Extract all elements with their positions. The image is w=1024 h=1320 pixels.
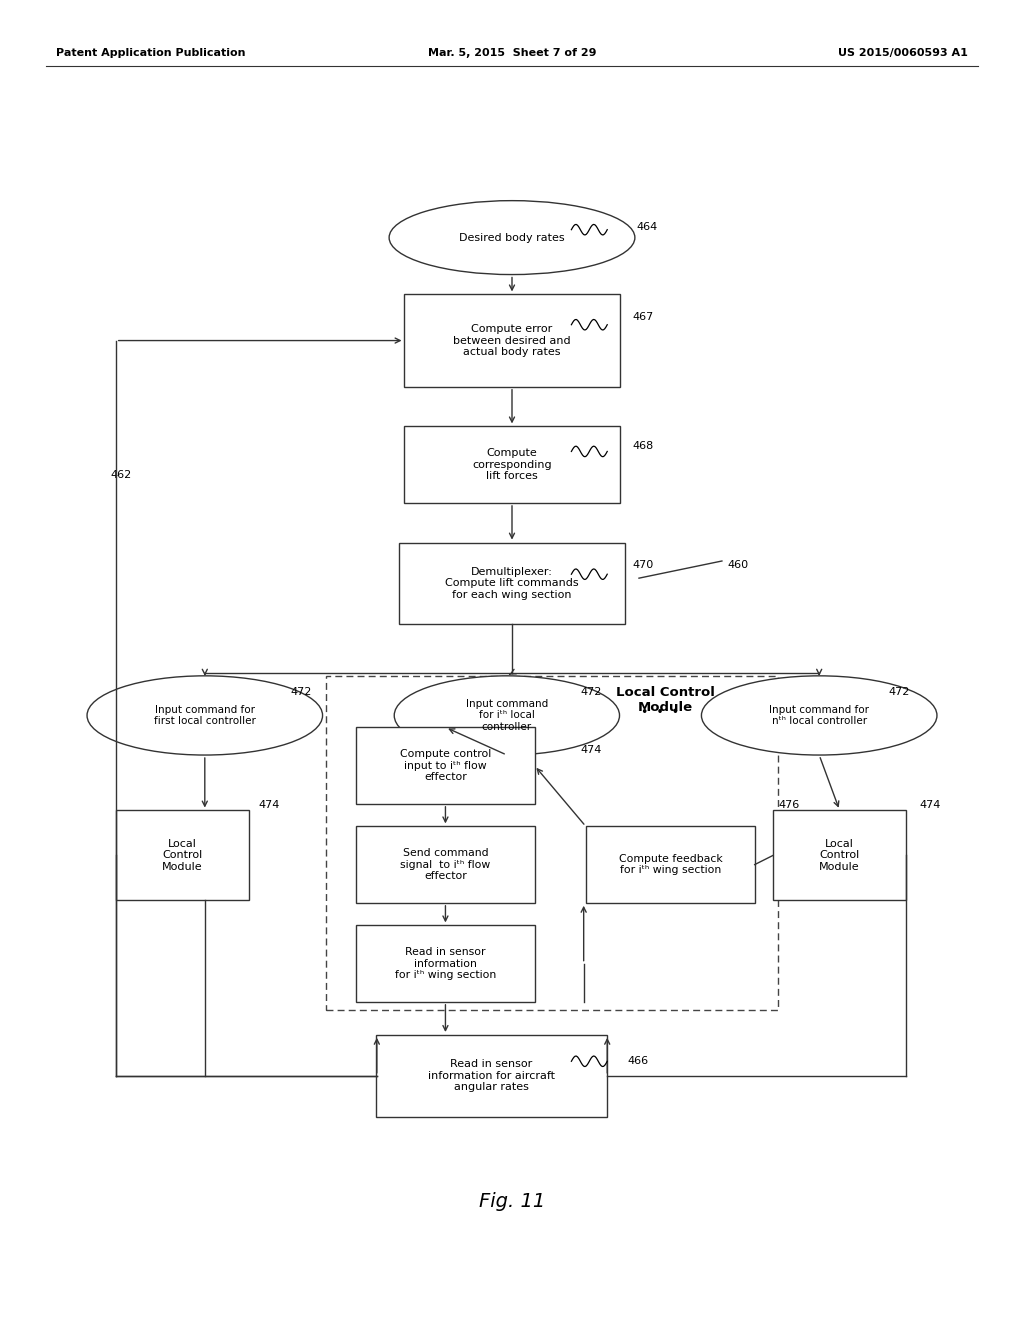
Text: 476: 476 — [778, 800, 800, 810]
FancyBboxPatch shape — [356, 925, 535, 1002]
Text: 472: 472 — [291, 686, 312, 697]
Text: Local
Control
Module: Local Control Module — [819, 838, 860, 873]
Ellipse shape — [87, 676, 323, 755]
Text: Demultiplexer:
Compute lift commands
for each wing section: Demultiplexer: Compute lift commands for… — [445, 566, 579, 601]
Text: Send command
signal  to iᵗʰ flow
effector: Send command signal to iᵗʰ flow effector — [400, 847, 490, 882]
Text: 466: 466 — [628, 1056, 649, 1067]
Text: 467: 467 — [633, 312, 654, 322]
Text: Local Control
Module: Local Control Module — [616, 685, 715, 714]
FancyBboxPatch shape — [356, 826, 535, 903]
Text: 470: 470 — [633, 560, 654, 570]
FancyBboxPatch shape — [586, 826, 756, 903]
Text: Mar. 5, 2015  Sheet 7 of 29: Mar. 5, 2015 Sheet 7 of 29 — [428, 48, 596, 58]
Ellipse shape — [389, 201, 635, 275]
Text: 472: 472 — [889, 686, 910, 697]
Text: 464: 464 — [637, 222, 658, 232]
Text: Compute error
between desired and
actual body rates: Compute error between desired and actual… — [454, 323, 570, 358]
Text: US 2015/0060593 A1: US 2015/0060593 A1 — [838, 48, 968, 58]
Text: Desired body rates: Desired body rates — [459, 232, 565, 243]
FancyBboxPatch shape — [399, 543, 625, 624]
Text: Read in sensor
information
for iᵗʰ wing section: Read in sensor information for iᵗʰ wing … — [395, 946, 496, 981]
Text: 468: 468 — [633, 441, 654, 451]
Text: Fig. 11: Fig. 11 — [479, 1192, 545, 1210]
Text: 462: 462 — [111, 470, 132, 480]
Ellipse shape — [701, 676, 937, 755]
Text: Local
Control
Module: Local Control Module — [162, 838, 203, 873]
FancyBboxPatch shape — [377, 1035, 606, 1117]
FancyBboxPatch shape — [404, 426, 620, 503]
FancyBboxPatch shape — [773, 810, 906, 900]
FancyBboxPatch shape — [356, 727, 535, 804]
Text: 472: 472 — [581, 686, 602, 697]
FancyBboxPatch shape — [326, 676, 778, 1010]
Text: Compute feedback
for iᵗʰ wing section: Compute feedback for iᵗʰ wing section — [618, 854, 723, 875]
Text: Compute control
input to iᵗʰ flow
effector: Compute control input to iᵗʰ flow effect… — [399, 748, 492, 783]
Text: Input command for
nᵗʰ local controller: Input command for nᵗʰ local controller — [769, 705, 869, 726]
Text: 460: 460 — [727, 560, 749, 570]
Ellipse shape — [394, 676, 620, 755]
Text: Patent Application Publication: Patent Application Publication — [56, 48, 246, 58]
Text: 474: 474 — [258, 800, 280, 810]
FancyBboxPatch shape — [116, 810, 249, 900]
FancyBboxPatch shape — [404, 294, 620, 387]
Text: 474: 474 — [581, 744, 602, 755]
Text: Compute
corresponding
lift forces: Compute corresponding lift forces — [472, 447, 552, 482]
Text: Input command
for iᵗʰ local
controller: Input command for iᵗʰ local controller — [466, 698, 548, 733]
Text: Input command for
first local controller: Input command for first local controller — [154, 705, 256, 726]
Text: 474: 474 — [920, 800, 941, 810]
Text: Read in sensor
information for aircraft
angular rates: Read in sensor information for aircraft … — [428, 1059, 555, 1093]
Text: •  •  •: • • • — [641, 706, 680, 719]
